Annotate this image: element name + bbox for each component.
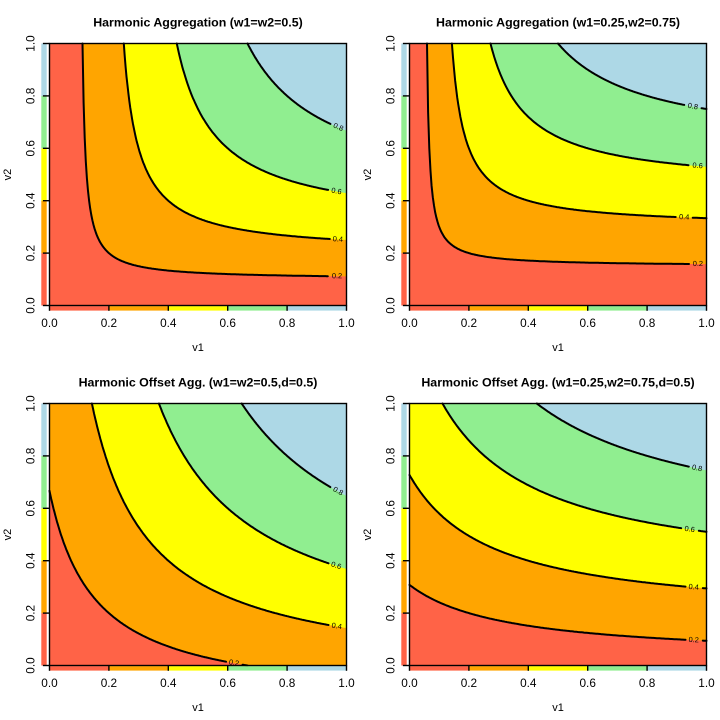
svg-text:1.0: 1.0	[698, 676, 715, 690]
svg-text:0.4: 0.4	[160, 316, 177, 330]
svg-text:0.0: 0.0	[384, 297, 398, 314]
svg-text:0.4: 0.4	[333, 234, 344, 244]
svg-text:0.2: 0.2	[228, 657, 240, 668]
svg-text:0.8: 0.8	[24, 87, 38, 104]
svg-text:0.4: 0.4	[384, 192, 398, 209]
svg-text:1.0: 1.0	[384, 35, 398, 52]
svg-text:v2: v2	[362, 529, 374, 541]
svg-text:0.4: 0.4	[520, 676, 537, 690]
svg-text:0.6: 0.6	[384, 500, 398, 517]
svg-text:1.0: 1.0	[698, 316, 715, 330]
svg-text:0.6: 0.6	[692, 161, 703, 171]
svg-text:0.6: 0.6	[579, 316, 596, 330]
svg-text:0.4: 0.4	[679, 212, 690, 221]
svg-text:0.6: 0.6	[219, 676, 236, 690]
svg-text:0.8: 0.8	[279, 676, 296, 690]
svg-text:0.8: 0.8	[384, 87, 398, 104]
svg-text:0.8: 0.8	[331, 484, 344, 497]
svg-text:0.2: 0.2	[693, 259, 703, 268]
svg-text:v1: v1	[552, 702, 564, 714]
svg-text:0.8: 0.8	[279, 316, 296, 330]
svg-text:0.8: 0.8	[687, 101, 699, 112]
svg-text:0.0: 0.0	[41, 676, 58, 690]
svg-text:Harmonic Offset Agg. (w1=w2=0.: Harmonic Offset Agg. (w1=w2=0.5,d=0.5)	[79, 376, 318, 390]
svg-text:0.8: 0.8	[691, 462, 703, 473]
svg-text:0.4: 0.4	[384, 552, 398, 569]
svg-text:0.4: 0.4	[520, 316, 537, 330]
svg-text:0.2: 0.2	[24, 605, 38, 621]
svg-text:0.2: 0.2	[384, 605, 398, 621]
svg-text:v1: v1	[192, 702, 204, 714]
svg-text:0.6: 0.6	[24, 500, 38, 517]
svg-text:0.4: 0.4	[24, 192, 38, 209]
svg-text:Harmonic Offset Agg. (w1=0.25,: Harmonic Offset Agg. (w1=0.25,w2=0.75,d=…	[421, 376, 694, 390]
svg-text:0.0: 0.0	[384, 657, 398, 674]
svg-text:1.0: 1.0	[24, 35, 38, 52]
svg-text:v1: v1	[552, 342, 564, 354]
svg-text:0.6: 0.6	[331, 186, 343, 197]
svg-text:v2: v2	[2, 529, 14, 541]
svg-text:0.6: 0.6	[219, 316, 236, 330]
svg-text:1.0: 1.0	[338, 316, 355, 330]
svg-text:0.4: 0.4	[331, 621, 343, 632]
svg-text:v2: v2	[2, 169, 14, 181]
svg-text:0.6: 0.6	[684, 524, 695, 534]
svg-text:0.6: 0.6	[384, 140, 398, 157]
svg-text:0.0: 0.0	[401, 316, 418, 330]
svg-text:0.0: 0.0	[41, 316, 58, 330]
svg-text:0.4: 0.4	[160, 676, 177, 690]
svg-text:0.6: 0.6	[579, 676, 596, 690]
svg-text:1.0: 1.0	[24, 395, 38, 412]
svg-text:0.2: 0.2	[332, 271, 342, 280]
svg-text:1.0: 1.0	[384, 395, 398, 412]
svg-text:0.0: 0.0	[24, 657, 38, 674]
svg-text:v1: v1	[192, 342, 204, 354]
svg-text:0.2: 0.2	[384, 245, 398, 261]
svg-text:1.0: 1.0	[338, 676, 355, 690]
svg-text:Harmonic Aggregation (w1=0.25,: Harmonic Aggregation (w1=0.25,w2=0.75)	[436, 16, 680, 30]
svg-text:0.0: 0.0	[401, 676, 418, 690]
svg-text:0.8: 0.8	[639, 676, 656, 690]
svg-text:v2: v2	[362, 169, 374, 181]
svg-text:0.8: 0.8	[384, 447, 398, 464]
svg-text:0.2: 0.2	[24, 245, 38, 261]
svg-text:Harmonic Aggregation (w1=w2=0.: Harmonic Aggregation (w1=w2=0.5)	[93, 16, 303, 30]
svg-text:0.6: 0.6	[330, 559, 343, 571]
svg-text:0.2: 0.2	[461, 676, 477, 690]
svg-text:0.4: 0.4	[24, 552, 38, 569]
svg-text:0.8: 0.8	[639, 316, 656, 330]
svg-text:0.8: 0.8	[24, 447, 38, 464]
svg-text:0.2: 0.2	[101, 676, 117, 690]
svg-text:0.0: 0.0	[24, 297, 38, 314]
svg-text:0.8: 0.8	[332, 121, 345, 133]
svg-text:0.2: 0.2	[688, 635, 699, 644]
svg-text:0.4: 0.4	[688, 582, 699, 592]
svg-text:0.6: 0.6	[24, 140, 38, 157]
svg-text:0.2: 0.2	[101, 316, 117, 330]
svg-text:0.2: 0.2	[461, 316, 477, 330]
